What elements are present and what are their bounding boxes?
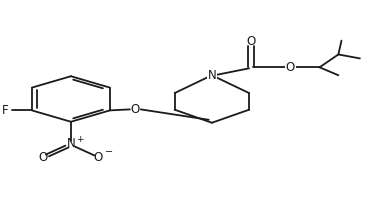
Text: O: O <box>39 151 48 164</box>
Text: O: O <box>94 151 103 164</box>
Text: N: N <box>67 137 75 150</box>
Text: −: − <box>105 148 113 157</box>
Text: N: N <box>207 69 216 82</box>
Text: +: + <box>76 135 83 144</box>
Text: F: F <box>2 104 8 117</box>
Text: O: O <box>247 35 256 48</box>
Text: O: O <box>285 61 295 74</box>
Text: O: O <box>131 103 140 116</box>
